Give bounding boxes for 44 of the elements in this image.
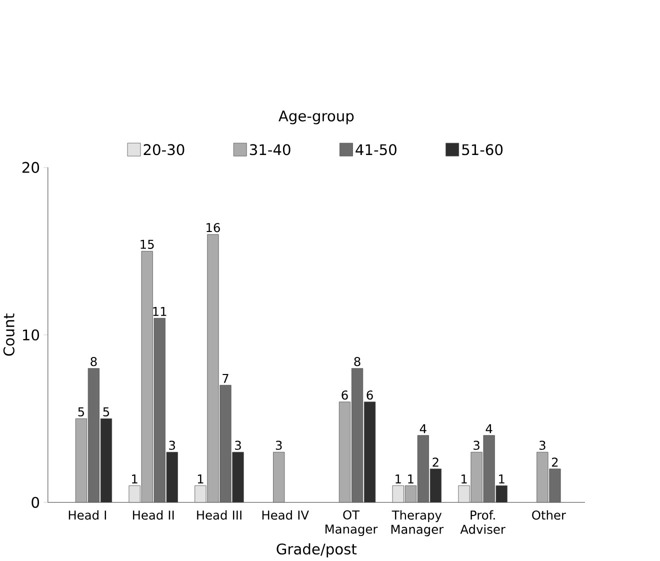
data-label: 4 bbox=[486, 424, 492, 434]
data-label: 3 bbox=[539, 440, 546, 450]
bar bbox=[273, 452, 285, 503]
x-tick-label: Head II bbox=[132, 510, 174, 520]
data-label: 5 bbox=[78, 407, 84, 417]
data-label: 6 bbox=[366, 390, 373, 400]
legend-title: Age-group bbox=[278, 110, 354, 124]
data-label: 3 bbox=[474, 440, 480, 450]
data-label: 7 bbox=[222, 374, 228, 384]
x-axis-title: Grade/post bbox=[276, 543, 357, 558]
x-tick-label: Prof. Adviser bbox=[460, 510, 506, 534]
data-label: 2 bbox=[432, 458, 438, 467]
y-axis-title: Count bbox=[3, 314, 14, 356]
data-label: 1 bbox=[198, 474, 204, 484]
y-tick-label: 20 bbox=[22, 162, 40, 174]
legend-label: 20-30 bbox=[144, 144, 184, 156]
data-label: 1 bbox=[408, 474, 414, 484]
data-label: 11 bbox=[153, 307, 166, 316]
data-label: 5 bbox=[103, 407, 110, 417]
data-label: 8 bbox=[354, 357, 360, 366]
legend-label: 41-50 bbox=[356, 144, 396, 156]
x-tick-label: Other bbox=[532, 510, 566, 520]
data-label: 3 bbox=[235, 440, 241, 450]
data-label: 16 bbox=[206, 223, 220, 232]
data-label: 1 bbox=[396, 474, 401, 484]
data-label: 1 bbox=[499, 474, 504, 484]
x-tick-label: OT Manager bbox=[326, 510, 378, 536]
data-label: 1 bbox=[132, 474, 138, 484]
y-tick-label: 10 bbox=[23, 330, 40, 341]
data-label: 3 bbox=[276, 440, 282, 450]
x-tick-label: Head I bbox=[68, 510, 106, 520]
x-tick-label: Therapy Manager bbox=[391, 510, 444, 536]
x-tick-label: Head IV bbox=[262, 510, 309, 520]
legend-label: 31-40 bbox=[250, 144, 290, 156]
y-tick-label: 0 bbox=[32, 496, 40, 508]
data-label: 4 bbox=[420, 424, 426, 434]
x-tick-label: Head III bbox=[197, 510, 242, 520]
data-label: 3 bbox=[169, 440, 176, 450]
data-label: 6 bbox=[342, 390, 348, 400]
data-label: 2 bbox=[552, 458, 558, 467]
data-label: 8 bbox=[90, 357, 97, 366]
legend-label: 51-60 bbox=[462, 144, 503, 156]
data-label: 1 bbox=[461, 474, 467, 484]
data-label: 15 bbox=[140, 240, 154, 250]
